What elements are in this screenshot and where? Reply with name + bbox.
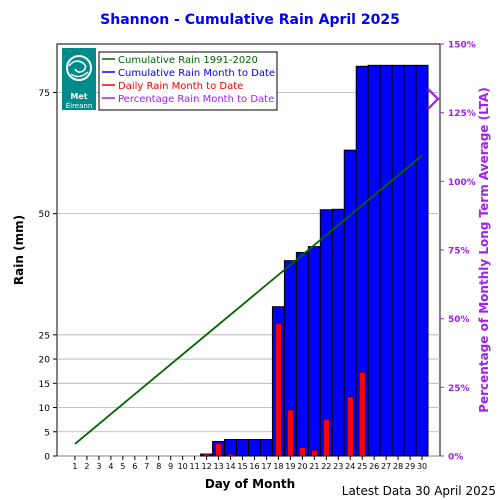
percentage-marker-group — [427, 88, 440, 110]
x-tick-label: 26 — [369, 462, 379, 471]
x-tick-label: 6 — [132, 462, 137, 471]
lta-line-group — [74, 154, 423, 445]
chart-title: Shannon - Cumulative Rain April 2025 — [100, 12, 400, 28]
y2-axis-label: Percentage of Monthly Long Term Average … — [477, 87, 491, 413]
x-tick-label: 21 — [309, 462, 319, 471]
x-tick-label: 25 — [357, 462, 367, 471]
x-tick-label: 30 — [417, 462, 427, 471]
x-tick-label: 20 — [297, 462, 307, 471]
y-axis-ticks: 0 5 10 15 20 25 50 75 — [39, 89, 57, 463]
x-tick-label: 1 — [72, 462, 77, 471]
x-tick-label: 13 — [213, 462, 223, 471]
legend-box — [98, 51, 278, 111]
cumulative-bar — [403, 64, 417, 457]
cumulative-bar — [295, 251, 309, 457]
x-tick-label: 28 — [393, 462, 403, 471]
cumulative-bar — [331, 208, 345, 457]
x-tick-label: 24 — [345, 462, 355, 471]
logo-line1: Met — [70, 92, 87, 101]
x-tick-label: 14 — [225, 462, 235, 471]
legend-items: Cumulative Rain 1991-2020 Cumulative Rain… — [102, 55, 275, 105]
x-tick-label: 11 — [190, 462, 200, 471]
y-tick-label: 20 — [39, 356, 51, 366]
x-tick-label: 2 — [84, 462, 89, 471]
x-tick-label: 3 — [96, 462, 101, 471]
y-tick-label: 0 — [44, 453, 50, 463]
footer-text: Latest Data 30 April 2025 — [342, 484, 496, 498]
y-axis-label: Rain (mm) — [12, 215, 26, 285]
y2-axis-ticks: 0% 25% 50% 75% 100% 125% 150% — [440, 41, 476, 463]
daily-bar — [227, 453, 234, 457]
x-tick-label: 15 — [237, 462, 247, 471]
x-tick-label: 9 — [168, 462, 173, 471]
cumulative-bar — [367, 64, 381, 457]
x-tick-label: 22 — [321, 462, 331, 471]
percentage-marker — [427, 88, 440, 110]
x-tick-label: 19 — [285, 462, 295, 471]
lta-line — [74, 154, 423, 445]
daily-bar — [287, 409, 294, 457]
cumulative-bar — [415, 64, 429, 457]
cumulative-bar — [391, 64, 405, 457]
y2-tick-label: 125% — [448, 109, 476, 119]
x-tick-label: 12 — [202, 462, 212, 471]
daily-bar — [203, 453, 210, 457]
legend-label: Percentage Rain Month to Date — [118, 94, 274, 105]
cumulative-bar — [259, 439, 273, 457]
x-tick-label: 10 — [178, 462, 188, 471]
x-tick-label: 17 — [261, 462, 271, 471]
x-tick-label: 27 — [381, 462, 391, 471]
cumulative-bar — [248, 439, 261, 457]
logo-line2: Éireann — [66, 101, 93, 110]
x-tick-label: 7 — [144, 462, 149, 471]
daily-bar — [275, 322, 282, 457]
y-tick-label: 5 — [44, 428, 50, 438]
y2-tick-label: 50% — [448, 315, 470, 325]
y2-tick-label: 0% — [448, 453, 463, 463]
legend: Cumulative Rain 1991-2020 Cumulative Rain… — [98, 51, 278, 111]
y2-tick-label: 75% — [448, 247, 470, 257]
y-tick-label: 25 — [39, 331, 50, 341]
x-tick-label: 8 — [156, 462, 161, 471]
x-tick-label: 5 — [120, 462, 125, 471]
daily-bar — [323, 418, 330, 457]
daily-bar — [215, 443, 222, 457]
daily-bar — [299, 447, 306, 457]
x-tick-label: 16 — [249, 462, 259, 471]
cumulative-bar — [379, 64, 393, 457]
y-tick-label: 10 — [39, 404, 51, 414]
y-tick-label: 15 — [39, 380, 50, 390]
y-tick-label: 50 — [39, 210, 51, 220]
x-tick-label: 4 — [108, 462, 113, 471]
y2-tick-label: 25% — [448, 384, 470, 394]
daily-bar — [311, 449, 318, 457]
cumulative-bar — [224, 439, 238, 457]
x-tick-label: 23 — [333, 462, 343, 471]
x-axis-label: Day of Month — [205, 477, 295, 491]
daily-bar — [370, 454, 378, 457]
x-axis-ticks: 1 2 3 4 5 6 7 8 9 10 11 12 13 14 15 16 17 18 19 20 21 22 23 24 2… — [72, 456, 427, 471]
legend-label: Cumulative Rain Month to Date — [118, 68, 275, 79]
logo-emblem-icon — [66, 55, 92, 81]
cumulative-bar — [236, 439, 249, 457]
y-tick-label: 75 — [39, 89, 50, 99]
x-tick-label: 29 — [405, 462, 415, 471]
y2-tick-label: 150% — [448, 41, 476, 51]
daily-bar — [346, 396, 354, 457]
met-eireann-logo: Met Éireann — [62, 48, 96, 110]
legend-label: Daily Rain Month to Date — [118, 81, 243, 92]
legend-label: Cumulative Rain 1991-2020 — [118, 55, 258, 66]
daily-bar — [358, 371, 366, 457]
y2-tick-label: 100% — [448, 178, 476, 188]
cumulative-bar — [307, 246, 321, 457]
x-tick-label: 18 — [273, 462, 283, 471]
